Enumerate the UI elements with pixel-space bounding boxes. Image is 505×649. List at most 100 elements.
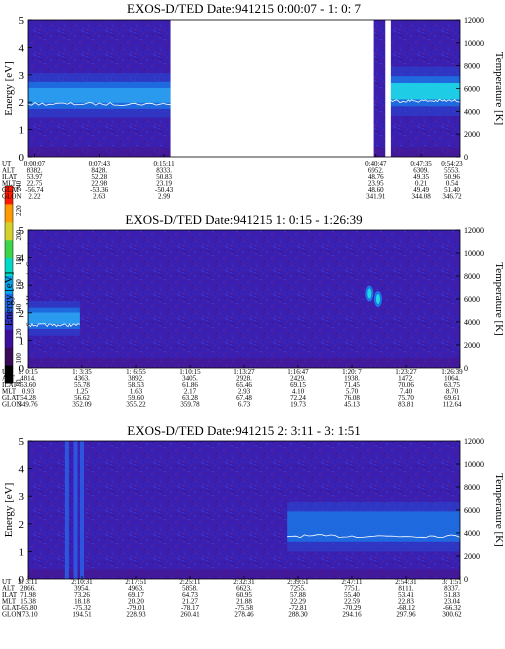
colorbar-segment	[5, 311, 13, 330]
orbit-value: 56.62	[74, 394, 90, 402]
orbit-value: 112.64	[443, 401, 462, 409]
y2-tick-label: 8000	[464, 62, 480, 71]
orbit-value: 8337.	[444, 585, 460, 593]
orbit-value: 2:17:51	[125, 578, 147, 586]
orbit-row-label: UT	[2, 578, 12, 586]
orbit-value: 61.86	[182, 381, 198, 389]
orbit-value: 5553.	[444, 167, 460, 175]
y-tick-label: 4	[19, 253, 25, 265]
orbit-value: 76.08	[344, 394, 360, 402]
spectrogram-panel-2: EXOS-D/TED Date:941215 1: 0:15 - 1:26:39…	[2, 212, 505, 409]
orbit-value: 2:32:31	[233, 578, 255, 586]
orbit-value: 72.24	[290, 394, 306, 402]
spectrogram-panels: EXOS-D/TED Date:941215 0:00:07 - 1: 0: 7…	[2, 1, 505, 619]
y-tick-label: 3	[19, 70, 25, 82]
orbit-value: -72.81	[289, 604, 308, 612]
orbit-value: 69.17	[128, 591, 144, 599]
orbit-value: 4363.	[74, 375, 90, 383]
orbit-value: 20.20	[128, 598, 144, 606]
orbit-value: 6623.	[236, 585, 252, 593]
y2-tick-label: 4000	[464, 529, 480, 538]
plot-area	[28, 441, 460, 579]
orbit-value: 64.73	[182, 591, 198, 599]
orbit-value: 45.13	[344, 401, 360, 409]
orbit-value: 75.70	[398, 394, 414, 402]
y-tick-label: 0	[19, 574, 25, 586]
orbit-value: 300.62	[442, 611, 462, 619]
panel-title: EXOS-D/TED Date:941215 1: 0:15 - 1:26:39	[125, 212, 362, 227]
y2-tick-label: 6000	[464, 506, 480, 515]
orbit-value: 1:13:27	[233, 368, 255, 376]
orbit-value: 7751.	[344, 585, 360, 593]
orbit-value: 288.30	[288, 611, 308, 619]
temperature-line-1	[390, 98, 460, 103]
y2-tick-label: 2000	[464, 552, 480, 561]
orbit-row-label: GLON	[2, 611, 21, 619]
orbit-value: 1064.	[444, 375, 460, 383]
orbit-value: 2928.	[236, 375, 252, 383]
orbit-value: 228.93	[126, 611, 146, 619]
y2-tick-label: 4000	[464, 318, 480, 327]
orbit-value: 7255.	[290, 585, 306, 593]
orbit-value: 1:23:27	[395, 368, 417, 376]
orbit-value: 2.93	[238, 388, 251, 396]
y2-axis-label: Temperature [K]	[493, 262, 505, 335]
y-tick-label: 3	[19, 280, 25, 292]
orbit-row-label: MLT	[2, 598, 17, 606]
orbit-value: 49.49	[413, 186, 429, 194]
orbit-value: 1.63	[130, 388, 143, 396]
y-tick-label: 4	[19, 464, 25, 476]
orbit-value: 349.76	[18, 401, 38, 409]
orbit-value: 0.21	[415, 180, 428, 188]
colorbar-tick-label: 140	[15, 303, 23, 314]
colorbar-segment	[5, 203, 13, 223]
y2-tick-label: 2000	[464, 130, 480, 139]
y2-tick-label: 10000	[464, 39, 484, 48]
orbit-value: 48.76	[368, 173, 384, 181]
orbit-value: -79.01	[127, 604, 146, 612]
orbit-value: 8382.	[27, 167, 43, 175]
orbit-value: 8.70	[446, 388, 459, 396]
orbit-value: 6952.	[368, 167, 384, 175]
colorbar-segment	[5, 221, 13, 241]
orbit-value: 352.09	[72, 401, 92, 409]
orbit-value: 4.10	[292, 388, 305, 396]
orbit-value: 1: 0:15	[18, 368, 38, 376]
y2-tick-label: 0	[464, 153, 468, 162]
orbit-row-label: GLAT	[2, 186, 21, 194]
orbit-value: 359.78	[180, 401, 200, 409]
orbit-value: 2.63	[93, 193, 106, 201]
orbit-value: -75.58	[235, 604, 254, 612]
orbit-value: 173.10	[18, 611, 38, 619]
orbit-value: 23.19	[156, 180, 172, 188]
orbit-value: 18.18	[74, 598, 90, 606]
panel-title: EXOS-D/TED Date:941215 0:00:07 - 1: 0: 7	[127, 1, 361, 16]
colorbar-tick-label: 100	[15, 353, 23, 364]
orbit-value: 0:54:23	[441, 160, 463, 168]
orbit-value: 53.97	[27, 173, 43, 181]
orbit-value: 22.98	[91, 180, 107, 188]
orbit-row-label: MLT	[2, 388, 17, 396]
colorbar-segment	[5, 347, 13, 366]
orbit-value: 355.22	[126, 401, 146, 409]
orbit-value: 5.70	[346, 388, 359, 396]
panel-title: EXOS-D/TED Date:941215 2: 3:11 - 3: 1:51	[127, 423, 361, 438]
y-tick-label: 2	[19, 97, 25, 109]
orbit-value: 49.35	[413, 173, 429, 181]
orbit-value: 3892.	[128, 375, 144, 383]
y2-tick-label: 4000	[464, 107, 480, 116]
orbit-value: 3: 1:51	[442, 578, 462, 586]
y2-tick-label: 6000	[464, 85, 480, 94]
orbit-row-label: GLON	[2, 401, 21, 409]
colorbar-tick-label: 200	[15, 230, 23, 241]
y-tick-label: 1	[19, 546, 25, 558]
colorbar-tick-label: 160	[15, 279, 23, 290]
y2-tick-label: 12000	[464, 226, 484, 235]
orbit-value: 63.75	[444, 381, 460, 389]
orbit-value: -68.12	[397, 604, 416, 612]
y2-tick-label: 8000	[464, 272, 480, 281]
orbit-row-label: ILAT	[2, 381, 18, 389]
orbit-value: 294.16	[342, 611, 362, 619]
orbit-value: 2:39:51	[287, 578, 309, 586]
